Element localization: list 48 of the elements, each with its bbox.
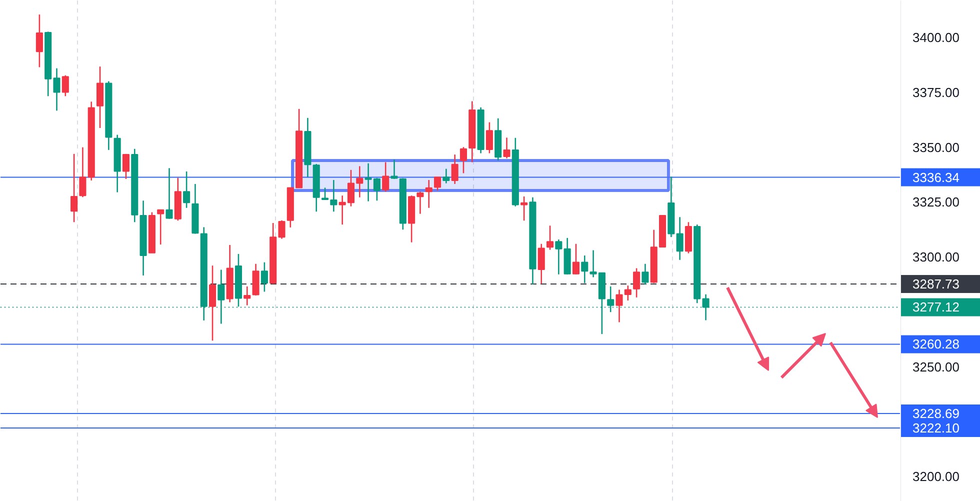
candlestick [252,263,260,296]
candlestick [321,187,329,201]
candlestick [218,269,225,324]
y-tick-label: 3350.00 [912,140,960,155]
ref-line-label: 3222.10 [912,420,960,436]
candlestick [122,153,130,180]
candlestick [36,14,43,68]
candlestick [244,286,251,306]
candlestick [520,196,528,222]
candlestick [416,190,424,214]
ref-line-label: 3260.28 [912,336,960,352]
candlestick [503,137,510,159]
y-tick-label: 3300.00 [912,250,960,265]
candlestick [70,153,78,223]
ref-line-label: 3277.12 [912,300,960,315]
y-tick-label: 3200.00 [912,468,960,484]
candlestick [62,74,69,97]
candlestick [166,168,173,220]
candlestick [425,179,432,209]
candlestick [633,268,640,298]
candlestick [442,168,450,184]
candlestick [390,158,398,180]
candlestick [260,262,268,292]
candlestick [460,146,468,174]
candlestick [96,66,104,129]
y-tick-label: 3375.00 [912,84,960,100]
y-tick-label: 3250.00 [912,359,960,374]
candlestick [157,209,164,246]
y-tick-label: 3325.00 [912,194,960,210]
y-tick-label: 3400.00 [912,30,960,46]
candlestick [330,179,338,212]
candlestick [555,238,562,276]
candlestick [434,176,442,192]
candlestick [676,216,684,261]
candlestick [642,263,649,286]
candlestick [382,162,390,192]
ref-line-label: 3228.69 [912,406,960,422]
candlestick [486,122,493,154]
ref-line-label: 3336.34 [912,170,960,185]
candlestick [208,264,216,342]
candlestick [183,170,190,209]
candlestick [572,243,580,276]
candlestick [79,146,86,198]
ref-line-label: 3287.73 [912,276,960,292]
candlestick [546,225,554,250]
candlestick [581,254,588,284]
candlestick [451,154,458,185]
candlestick [538,243,545,284]
